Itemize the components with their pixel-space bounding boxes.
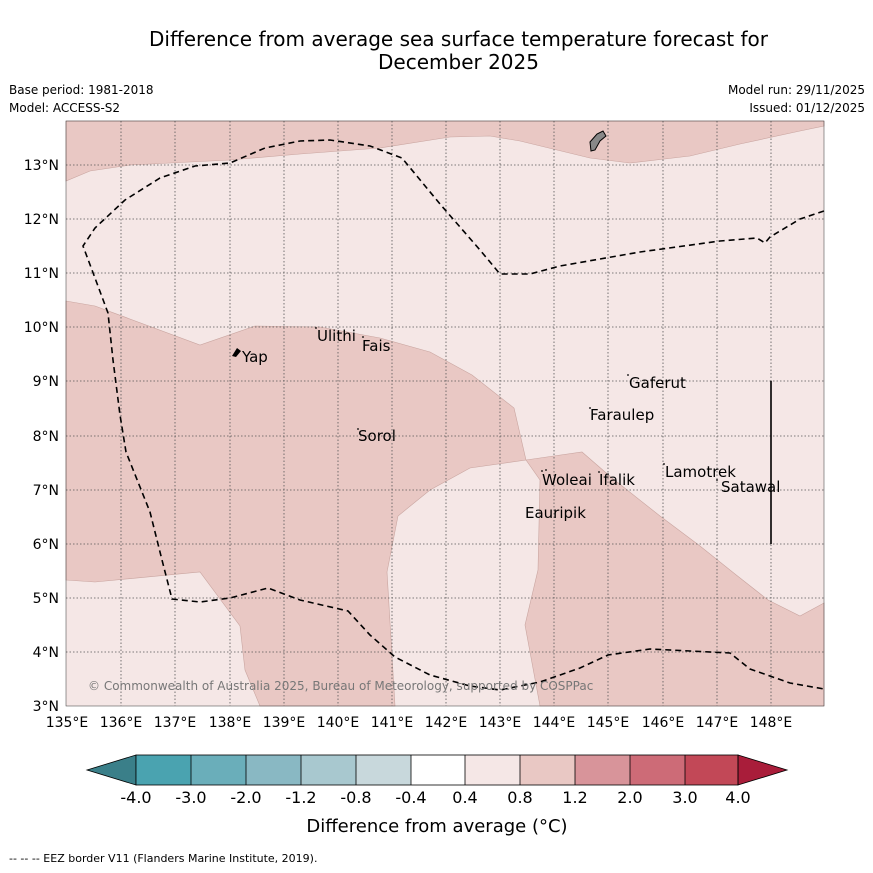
lat-tick-label: 11°N [24,266,59,282]
lon-tick-label: 143°E [479,715,522,731]
colorbar-segment [246,755,301,785]
colorbar: -4.0 -3.0 -2.0 -1.2 -0.8 -0.4 0.4 0.8 1.… [85,754,789,837]
latitude-axis: 13°N 12°N 11°N 10°N 9°N 8°N 7°N 6°N 5°N … [24,158,59,715]
colorbar-segment [136,755,191,785]
colorbar-segment [301,755,356,785]
place-label-eauripik: Eauripik [525,504,586,522]
lat-tick-label: 6°N [33,537,59,553]
anomaly-region-southeast [524,451,825,707]
colorbar-segment [685,755,738,785]
lat-tick-label: 10°N [24,320,59,336]
place-label-ulithi: Ulithi [317,327,356,345]
issued-date: Issued: 01/12/2025 [749,101,865,115]
lat-tick-label: 12°N [24,212,59,228]
model-name: Model: ACCESS-S2 [9,101,121,115]
lat-tick-label: 4°N [33,645,59,661]
lon-tick-label: 145°E [587,715,630,731]
atoll-dots [315,327,718,481]
meta-right: Model run: 29/11/2025 Issued: 01/12/2025 [728,81,865,117]
lon-tick-label: 140°E [317,715,360,731]
colorbar-extend-max [737,754,789,786]
graticule [66,121,824,706]
colorbar-segment [575,755,630,785]
colorbar-segment [630,755,685,785]
lat-tick-label: 8°N [33,429,59,445]
lon-tick-label: 136°E [100,715,143,731]
colorbar-tick-label: -3.0 [175,788,206,807]
lat-tick-label: 7°N [33,483,59,499]
colorbar-tick-label: -2.0 [230,788,261,807]
lat-tick-label: 5°N [33,591,59,607]
colorbar-tick-label: 3.0 [672,788,697,807]
footer-note: -- -- -- EEZ border V11 (Flanders Marine… [9,852,318,865]
place-label-gaferut: Gaferut [629,374,686,392]
map-plot: Yap Ulithi Fais Sorol Gaferut Faraulep L… [65,120,825,707]
lat-tick-label: 13°N [24,158,59,174]
place-label-faraulep: Faraulep [590,406,654,424]
chart-title: Difference from average sea surface temp… [60,28,857,74]
place-label-ifalik: Ifalik [599,471,635,489]
colorbar-tick-label: -1.2 [285,788,316,807]
colorbar-tick-label: -4.0 [120,788,151,807]
lon-tick-label: 146°E [642,715,685,731]
place-label-lamotrek: Lamotrek [665,463,736,481]
colorbar-segment [520,755,575,785]
colorbar-extend-min [85,754,137,786]
yap-island [232,348,241,357]
lon-tick-label: 137°E [154,715,197,731]
lon-tick-label: 144°E [533,715,576,731]
map-frame [65,120,825,707]
meta-left: Base period: 1981-2018 Model: ACCESS-S2 [9,81,154,117]
colorbar-tick-label: 0.8 [507,788,532,807]
title-line-1: Difference from average sea surface temp… [148,27,768,51]
place-label-woleai: Woleai [542,471,592,489]
lon-tick-label: 141°E [371,715,414,731]
place-label-satawal: Satawal [721,478,780,496]
place-label-yap: Yap [241,348,268,366]
place-label-fais: Fais [362,337,391,355]
place-label-sorol: Sorol [358,427,396,445]
lat-tick-label: 3°N [33,699,59,715]
colorbar-tick-label: -0.4 [395,788,426,807]
colorbar-segment [356,755,411,785]
colorbar-tick-label: 0.4 [452,788,477,807]
title-line-2: December 2025 [378,50,539,74]
lon-tick-label: 142°E [425,715,468,731]
colorbar-segment [411,755,465,785]
longitude-axis: 135°E 136°E 137°E 138°E 139°E 140°E 141°… [46,715,793,731]
colorbar-segment [191,755,246,785]
anomaly-region-central [65,300,527,707]
copyright-notice: © Commonwealth of Australia 2025, Bureau… [88,679,593,693]
colorbar-tick-label: 1.2 [562,788,587,807]
anomaly-region-north [65,120,825,182]
colorbar-title: Difference from average (°C) [306,816,567,837]
lon-tick-label: 138°E [209,715,252,731]
lon-tick-label: 147°E [696,715,739,731]
lon-tick-label: 148°E [750,715,793,731]
colorbar-tick-label: -0.8 [340,788,371,807]
colorbar-segment [465,755,520,785]
base-period: Base period: 1981-2018 [9,83,154,97]
colorbar-tick-label: 4.0 [725,788,750,807]
lon-tick-label: 135°E [46,715,89,731]
guam-island [589,130,607,152]
lat-tick-label: 9°N [33,374,59,390]
colorbar-tick-label: 2.0 [617,788,642,807]
model-run: Model run: 29/11/2025 [727,83,865,97]
eez-border-main [82,139,825,691]
lon-tick-label: 139°E [263,715,306,731]
